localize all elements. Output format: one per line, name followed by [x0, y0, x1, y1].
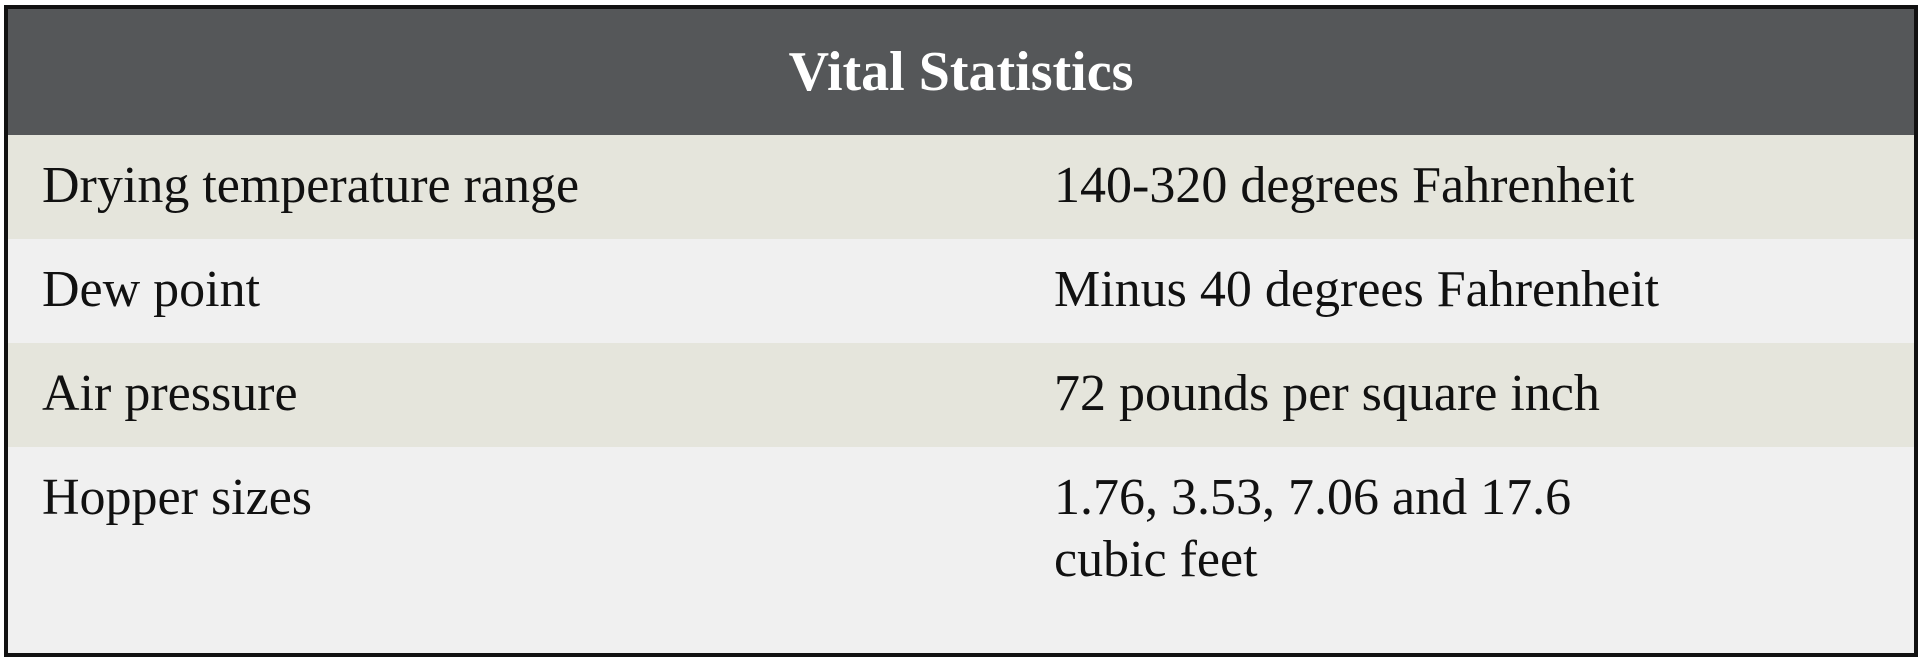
row-label: Drying temperature range: [42, 157, 580, 214]
table-title: Vital Statistics: [8, 9, 1914, 135]
row-label: Hopper sizes: [42, 469, 313, 526]
row-value: 1.76, 3.53, 7.06 and 17.6 cubic feet: [1054, 469, 1572, 588]
row-label: Dew point: [42, 261, 261, 318]
table-row: Dew point Minus 40 degrees Fahrenheit: [8, 239, 1914, 343]
row-value: 72 pounds per square inch: [1054, 365, 1600, 422]
table-row: Hopper sizes 1.76, 3.53, 7.06 and 17.6 c…: [8, 447, 1914, 653]
row-label: Air pressure: [42, 365, 298, 422]
table-row: Air pressure 72 pounds per square inch: [8, 343, 1914, 447]
table-row: Drying temperature range 140-320 degrees…: [8, 135, 1914, 239]
row-value: Minus 40 degrees Fahrenheit: [1054, 261, 1660, 318]
stats-table: Vital Statistics Drying temperature rang…: [4, 5, 1918, 657]
row-value: 140-320 degrees Fahrenheit: [1054, 157, 1635, 214]
